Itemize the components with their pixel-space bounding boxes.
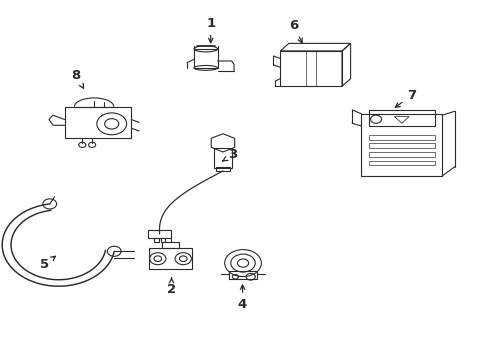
Bar xyxy=(368,152,435,157)
Text: 2: 2 xyxy=(167,278,176,296)
Bar xyxy=(280,51,342,86)
Bar xyxy=(216,167,230,171)
Bar xyxy=(162,242,179,248)
Bar xyxy=(368,110,435,126)
Bar xyxy=(368,143,435,148)
Text: 5: 5 xyxy=(40,256,55,271)
Text: 1: 1 xyxy=(206,17,215,42)
Bar xyxy=(154,238,158,242)
Text: 7: 7 xyxy=(395,89,416,107)
Bar xyxy=(368,135,435,140)
Bar xyxy=(65,107,131,138)
Bar xyxy=(214,148,232,168)
Bar xyxy=(368,161,435,165)
Text: 4: 4 xyxy=(238,285,247,311)
Bar xyxy=(361,114,442,176)
Bar xyxy=(149,248,192,269)
Text: 8: 8 xyxy=(72,69,84,88)
Bar xyxy=(229,271,257,279)
Text: 3: 3 xyxy=(223,148,237,161)
Bar xyxy=(194,49,218,68)
Bar xyxy=(161,238,165,242)
Bar xyxy=(148,230,171,238)
Text: 6: 6 xyxy=(290,19,302,43)
